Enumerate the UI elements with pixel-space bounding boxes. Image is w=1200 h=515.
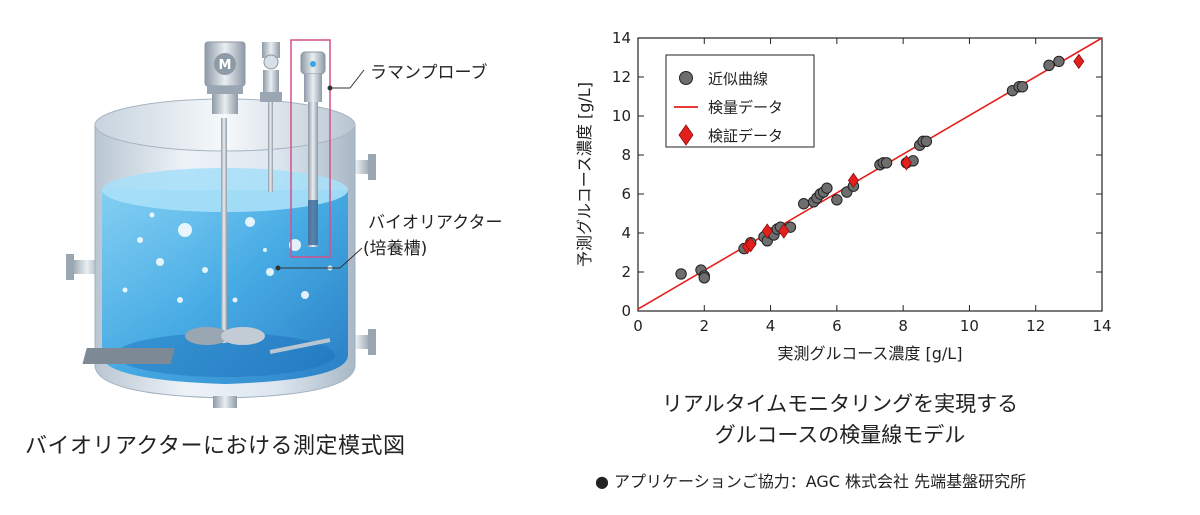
data-point-circle	[920, 135, 933, 148]
data-point-circle	[831, 194, 843, 206]
data-point-diamond	[761, 223, 773, 239]
data-point-diamond	[778, 223, 790, 239]
data-point-diamond	[900, 155, 912, 171]
data-point-circle	[821, 182, 833, 194]
x-tick-label: 12	[1026, 317, 1045, 335]
x-tick-label: 0	[633, 317, 643, 335]
data-point-circle	[675, 268, 687, 280]
y-tick-label: 8	[621, 146, 631, 164]
x-axis-label: 実測グルコース濃度 [g/L]	[778, 344, 963, 363]
legend-label: 近似曲線	[708, 70, 768, 88]
y-tick-label: 6	[621, 185, 631, 203]
legend-label: 検量データ	[708, 99, 783, 117]
y-tick-label: 2	[621, 263, 631, 281]
data-point-circle	[698, 272, 710, 284]
legend-marker-diamond	[678, 124, 694, 146]
data-point-diamond	[847, 172, 859, 189]
y-tick-label: 0	[621, 302, 631, 320]
credit-text: ● アプリケーションご協力：AGC 株式会社 先端基盤研究所	[595, 472, 1027, 491]
data-point-circle	[1053, 55, 1065, 68]
plot-frame	[637, 37, 1103, 312]
probe-highlight-box	[290, 39, 331, 258]
bioreactor-illustration: M	[66, 39, 376, 408]
legend-label: 検証データ	[708, 127, 783, 145]
legend-marker-circle	[679, 71, 693, 85]
y-tick-label: 4	[621, 224, 631, 242]
data-point-diamond	[745, 237, 757, 253]
x-tick-label: 10	[960, 317, 979, 335]
illustration-caption: バイオリアクターにおける測定模式図	[25, 434, 406, 459]
shafts	[221, 100, 318, 343]
x-tick-label: 4	[766, 317, 776, 335]
motor: M	[204, 41, 246, 114]
sensor-port	[260, 42, 282, 102]
data-point-circle	[1043, 59, 1055, 71]
data-point-circle	[798, 198, 810, 210]
y-tick-label: 14	[612, 29, 631, 47]
data-point-circle	[880, 157, 893, 169]
chart-caption-line1: リアルタイムモニタリングを実現する	[661, 392, 1019, 416]
data-point-diamond	[1073, 53, 1085, 70]
raman-probe	[290, 39, 331, 258]
bioreactor-label: バイオリアクター	[368, 213, 503, 233]
x-tick-label: 6	[832, 317, 842, 335]
y-tick-label: 12	[612, 68, 631, 86]
motor-letter: M	[219, 58, 232, 73]
chart-caption-line2: グルコースの検量線モデル	[714, 423, 966, 447]
calibration-chart: 0 2 4 6 8 10 12 14 0 2 4 6 8 10 12 14 実測グルコース濃度 [g/L] 予測グ…	[575, 29, 1112, 363]
impeller	[82, 327, 331, 364]
x-tick-label: 8	[898, 317, 908, 335]
leader-lines	[275, 69, 365, 271]
x-tick-label: 2	[700, 317, 710, 335]
raman-probe-label: ラマンプローブ	[370, 63, 488, 83]
data-point-circle	[1016, 81, 1029, 93]
bioreactor-sublabel: (培養槽)	[363, 239, 428, 259]
x-tick-label: 14	[1092, 317, 1111, 335]
y-axis-label: 予測グルコース濃度 [g/L]	[575, 82, 594, 267]
y-tick-label: 10	[612, 107, 631, 125]
